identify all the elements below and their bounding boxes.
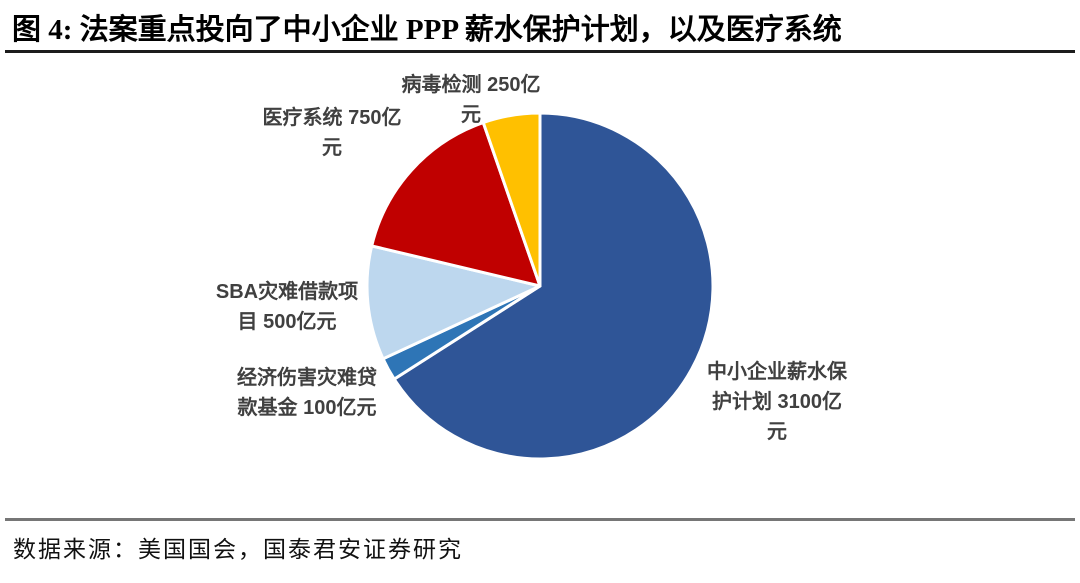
pie-label-line: 元: [767, 421, 787, 443]
pie-label-virus-testing: 病毒检测 250亿 元: [402, 70, 541, 130]
pie-slice-0: [392, 111, 715, 461]
pie-label-line: 目 500亿元: [237, 311, 337, 333]
pie-label-line: 护计划 3100亿: [711, 391, 843, 413]
pie-label-line: 经济伤害灾难贷: [237, 367, 377, 389]
pie-label-line: 病毒检测 250亿: [401, 74, 541, 96]
pie-label-line: SBA灾难借款项: [215, 281, 359, 303]
footer-divider: [5, 518, 1075, 521]
pie-slice-3: [370, 121, 542, 288]
figure-title: 图 4: 法案重点投向了中小企业 PPP 薪水保护计划，以及医疗系统: [12, 14, 842, 46]
pie-label-line: 中小企业薪水保: [707, 361, 847, 383]
pie-label-economic-injury-loan-fund: 经济伤害灾难贷 款基金 100亿元: [237, 363, 377, 423]
pie-label-sba-disaster-loan: SBA灾难借款项 目 500亿元: [216, 277, 358, 337]
pie-label-sme-payroll-protection: 中小企业薪水保 护计划 3100亿 元: [707, 357, 847, 447]
pie-slice-4: [481, 111, 542, 288]
pie-label-line: 元: [322, 137, 342, 159]
pie-label-line: 款基金 100亿元: [237, 397, 377, 419]
title-divider: [5, 50, 1075, 53]
pie-slice-2: [365, 244, 542, 361]
pie-label-line: 元: [461, 104, 481, 126]
data-source: 数据来源：美国国会，国泰君安证券研究: [13, 537, 463, 562]
pie-label-medical-system: 医疗系统 750亿 元: [263, 103, 402, 163]
pie-label-line: 医疗系统 750亿: [262, 107, 402, 129]
